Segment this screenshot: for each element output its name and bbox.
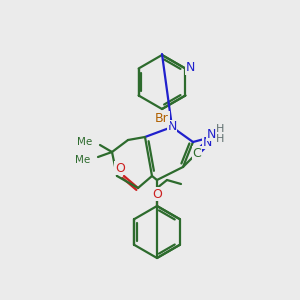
Text: C: C <box>192 147 201 160</box>
Text: Br: Br <box>155 112 169 124</box>
Text: H: H <box>216 124 224 134</box>
Text: H: H <box>216 134 224 144</box>
Text: O: O <box>152 188 162 200</box>
Text: N: N <box>203 136 212 149</box>
Text: Me: Me <box>77 137 92 147</box>
Text: N: N <box>186 61 195 74</box>
Text: Me: Me <box>75 155 90 165</box>
Text: N: N <box>167 121 177 134</box>
Text: N: N <box>206 128 216 140</box>
Text: O: O <box>115 161 125 175</box>
